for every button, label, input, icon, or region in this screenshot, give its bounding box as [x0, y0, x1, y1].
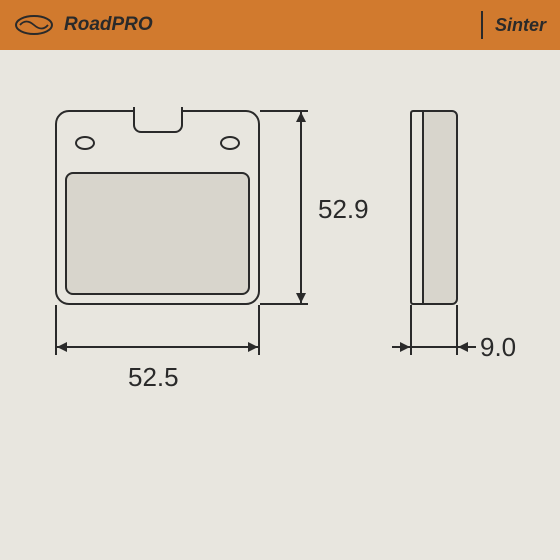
header-right: Sinter	[481, 11, 546, 39]
brake-pad-side-view	[410, 110, 458, 305]
brand-name: RoadPRO	[64, 14, 153, 36]
brand-logo-icon	[14, 14, 54, 36]
brand-road: Road	[64, 14, 112, 35]
header-bar: RoadPRO Sinter	[0, 0, 560, 50]
side-friction-material	[422, 110, 458, 305]
width-value: 52.5	[128, 362, 179, 393]
mounting-hole-left	[75, 136, 95, 150]
side-backing-plate	[410, 110, 422, 305]
brake-pad-front-view	[55, 110, 260, 305]
product-type-label: Sinter	[495, 15, 546, 36]
brand-pro: PRO	[112, 14, 153, 35]
header-divider	[481, 11, 483, 39]
height-value: 52.9	[318, 194, 369, 225]
pad-top-notch	[133, 107, 183, 133]
header-left: RoadPRO	[14, 14, 153, 36]
thickness-value: 9.0	[480, 332, 516, 363]
mounting-hole-right	[220, 136, 240, 150]
friction-material	[65, 172, 250, 295]
